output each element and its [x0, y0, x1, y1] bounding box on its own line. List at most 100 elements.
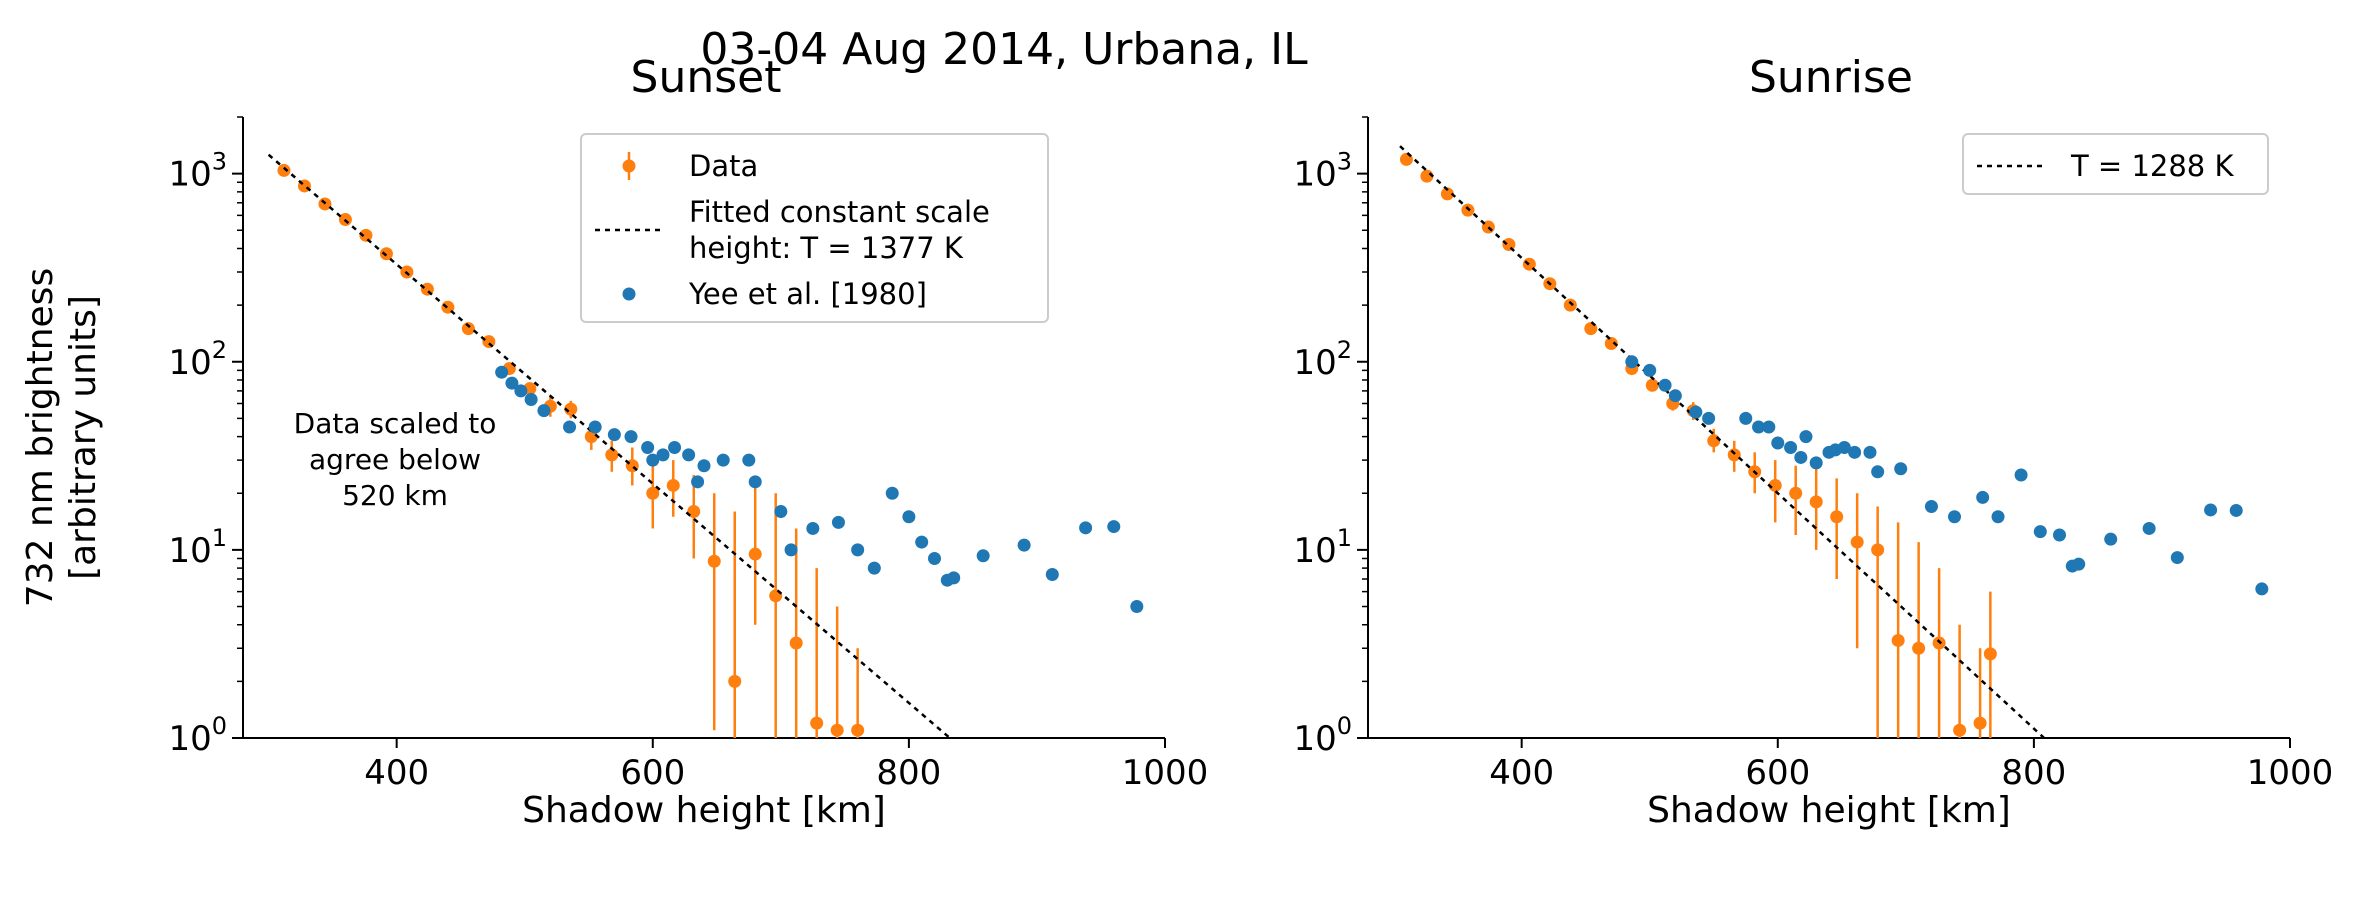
- y-tick-base: 10: [1293, 155, 1336, 195]
- data-point: [1604, 337, 1618, 351]
- yee-data-point: [1702, 411, 1716, 425]
- data-point: [830, 723, 844, 737]
- yee-data-point: [885, 486, 899, 500]
- x-axis-label: Shadow height [km]: [522, 790, 886, 831]
- yee-data-point: [2104, 532, 2118, 546]
- yee-data-point: [976, 549, 990, 563]
- x-tick-label: 400: [1489, 753, 1554, 793]
- data-point: [789, 636, 803, 650]
- yee-data-point: [2170, 551, 2184, 565]
- chart-title: Sunset: [631, 52, 782, 103]
- data-point: [1850, 535, 1864, 549]
- yee-data-point: [1045, 567, 1059, 581]
- legend-data-marker: [622, 159, 636, 173]
- yee-data-point: [716, 453, 730, 467]
- y-tick-exponent: 3: [1337, 148, 1352, 176]
- yee-data-point: [537, 404, 551, 418]
- yee-data-point: [1976, 490, 1990, 504]
- yee-data-point: [831, 515, 845, 529]
- data-point: [359, 228, 373, 242]
- x-tick-label: 400: [364, 753, 429, 793]
- yee-data-point: [1947, 510, 1961, 524]
- yee-data-point: [524, 393, 538, 407]
- y-tick-label: 103: [1293, 148, 1352, 195]
- data-point: [1563, 298, 1577, 312]
- y-tick-exponent: 1: [212, 524, 227, 552]
- yee-data-point: [2014, 468, 2028, 482]
- x-tick-label: 800: [2001, 753, 2066, 793]
- yee-data-point: [2053, 528, 2066, 542]
- yee-data-point: [1643, 363, 1657, 377]
- y-tick-exponent: 2: [212, 336, 227, 364]
- yee-data-point: [588, 420, 602, 434]
- data-point: [605, 448, 619, 462]
- data-point: [1871, 543, 1885, 557]
- yee-data-point: [1871, 465, 1885, 479]
- data-point: [728, 674, 742, 688]
- y-tick-base: 10: [1293, 719, 1336, 759]
- data-point: [646, 486, 660, 500]
- legend-label: T = 1288 K: [2070, 149, 2234, 183]
- yee-data-point: [1837, 441, 1851, 455]
- y-tick-base: 10: [168, 531, 211, 571]
- data-point: [666, 478, 680, 492]
- data-point: [851, 723, 865, 737]
- y-tick-exponent: 3: [212, 148, 227, 176]
- yee-data-point: [1130, 600, 1144, 614]
- y-tick-label: 100: [1293, 712, 1352, 759]
- x-tick-label: 1000: [2247, 753, 2334, 793]
- yee-data-point: [928, 551, 941, 565]
- data-point: [707, 554, 721, 568]
- data-point: [1912, 641, 1926, 655]
- yee-data-point: [1739, 411, 1753, 425]
- x-tick-label: 600: [620, 753, 685, 793]
- data-point: [1707, 434, 1721, 448]
- yee-data-point: [641, 441, 655, 455]
- figure-suptitle: 03-04 Aug 2014, Urbana, IL: [700, 24, 1308, 75]
- data-point: [1830, 510, 1844, 524]
- yee-data-point: [2072, 557, 2086, 571]
- y-tick-label: 102: [1293, 336, 1352, 383]
- legend-box: [580, 133, 1049, 323]
- data-point: [379, 247, 393, 261]
- yee-data-point: [505, 376, 519, 390]
- yee-data-point: [2204, 503, 2218, 517]
- x-axis-label: Shadow height [km]: [1647, 790, 2011, 831]
- data-point: [1440, 187, 1454, 201]
- data-point: [482, 335, 496, 349]
- yee-data-point: [691, 475, 705, 489]
- yee-data-point: [1017, 538, 1031, 552]
- annotation-text: 520 km: [342, 479, 448, 512]
- data-point: [748, 547, 762, 561]
- yee-data-point: [656, 448, 670, 462]
- yee-data-point: [1762, 420, 1776, 434]
- yee-data-point: [1625, 355, 1639, 369]
- yee-data-point: [902, 510, 916, 524]
- legend-label: Fitted constant scale height: T = 1377 K: [689, 195, 990, 265]
- yee-data-point: [2033, 525, 2047, 539]
- yee-data-point: [697, 459, 711, 473]
- yee-data-point: [2255, 582, 2269, 596]
- yee-data-point: [495, 365, 509, 379]
- y-tick-label: 101: [1293, 524, 1352, 571]
- yee-data-point: [624, 430, 638, 444]
- fit-line: [1399, 145, 2045, 739]
- yee-data-point: [646, 453, 660, 467]
- y-tick-base: 10: [168, 343, 211, 383]
- yee-data-point: [1799, 430, 1813, 444]
- yee-data-point: [1991, 510, 2005, 524]
- legend-box: [1962, 133, 2269, 195]
- y-axis-label: 732 nm brightness: [20, 268, 61, 607]
- yee-data-point: [1863, 445, 1877, 459]
- yee-data-point: [563, 420, 577, 434]
- x-tick-label: 1000: [1122, 753, 1209, 793]
- yee-data-point: [748, 475, 762, 489]
- data-point: [1973, 716, 1987, 730]
- legend-yee-marker: [622, 287, 636, 301]
- yee-data-point: [514, 384, 528, 398]
- yee-data-point: [682, 448, 696, 462]
- yee-data-point: [668, 441, 682, 455]
- data-point: [461, 322, 475, 336]
- y-tick-label: 103: [168, 148, 227, 195]
